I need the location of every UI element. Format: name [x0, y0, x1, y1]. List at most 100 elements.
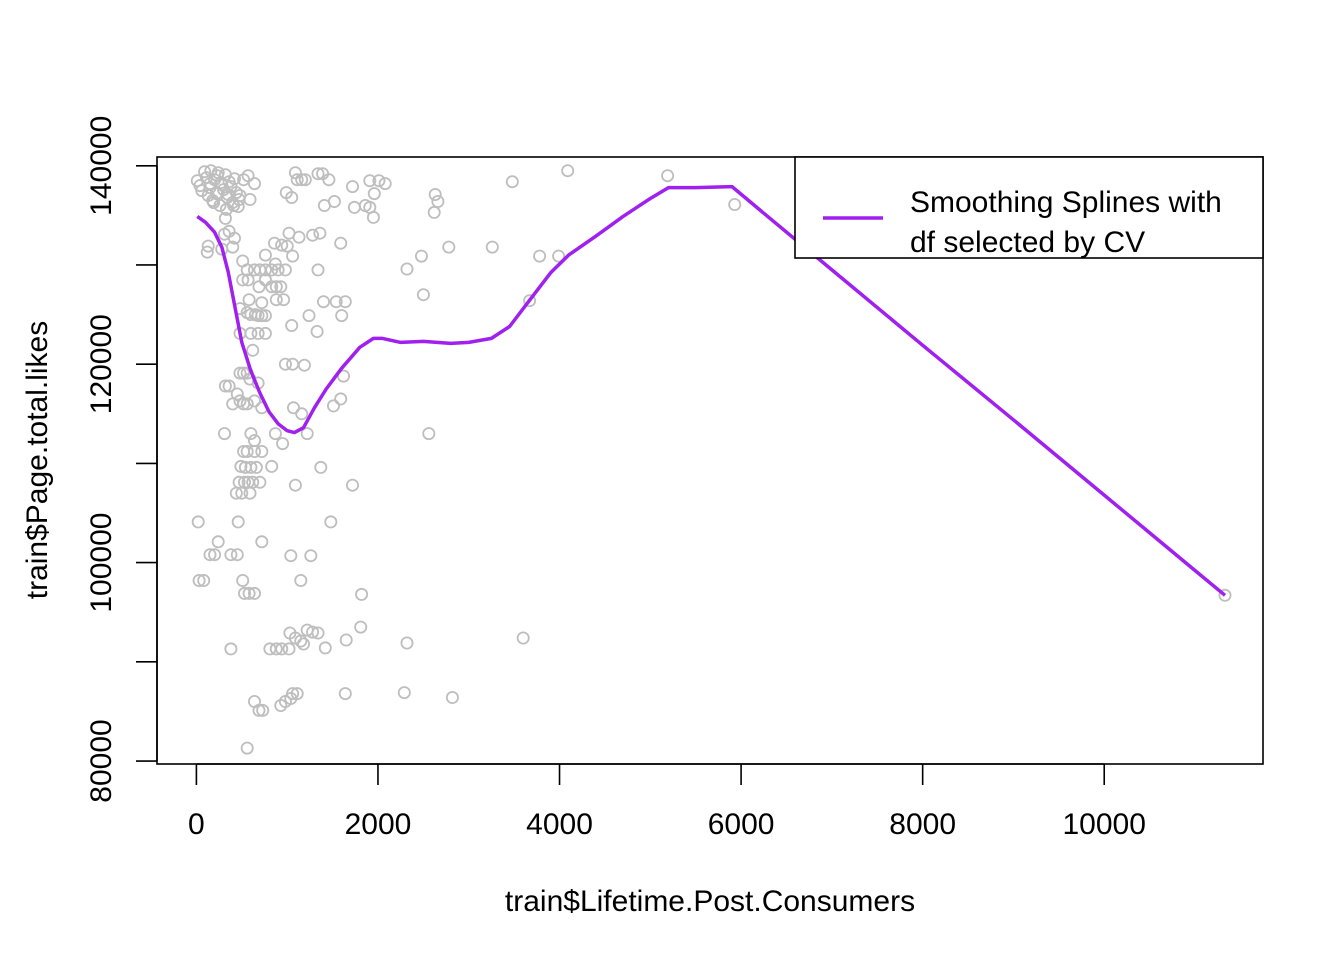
data-point — [207, 195, 221, 209]
data-point — [345, 180, 359, 194]
data-point — [300, 427, 314, 441]
data-point — [217, 427, 231, 441]
data-point — [294, 574, 308, 588]
data-point — [274, 699, 288, 713]
data-point — [367, 187, 381, 201]
data-point — [400, 636, 414, 650]
y-tick-label: 100000 — [85, 513, 118, 613]
data-point — [211, 535, 225, 549]
x-axis-title: train$Lifetime.Post.Consumers — [505, 885, 915, 918]
data-point — [322, 173, 336, 187]
data-point — [445, 691, 459, 705]
data-point — [314, 460, 328, 474]
data-point — [295, 173, 309, 187]
data-point — [201, 239, 215, 253]
data-point — [296, 637, 310, 651]
legend-label-line-2: df selected by CV — [910, 226, 1145, 259]
data-point — [242, 586, 256, 600]
data-point — [397, 686, 411, 700]
data-point — [442, 240, 456, 254]
data-point — [334, 236, 348, 250]
data-point — [422, 427, 436, 441]
legend: Smoothing Splines with df selected by CV — [794, 156, 1264, 259]
data-point — [304, 549, 318, 563]
data-point — [285, 190, 299, 204]
data-point — [203, 181, 217, 195]
data-point — [258, 326, 272, 340]
data-point — [267, 236, 281, 250]
data-point — [329, 295, 343, 309]
y-axis: 80000 100000 120000 140000 — [85, 116, 158, 803]
data-point — [251, 326, 265, 340]
data-point — [295, 407, 309, 421]
data-point — [505, 175, 519, 189]
data-point — [258, 263, 272, 277]
data-point — [265, 459, 279, 473]
data-point — [269, 280, 283, 294]
data-point — [218, 211, 232, 225]
data-point — [278, 263, 292, 277]
data-point — [561, 164, 575, 178]
spline-line-group — [196, 184, 1227, 597]
data-point — [236, 574, 250, 588]
data-point — [400, 262, 414, 276]
data-point — [372, 174, 386, 188]
data-point — [297, 358, 311, 372]
data-point — [516, 631, 530, 645]
data-point — [338, 295, 352, 309]
data-point — [269, 293, 283, 307]
data-point — [192, 574, 206, 588]
data-point — [242, 293, 256, 307]
data-point — [275, 642, 289, 656]
data-point — [237, 586, 251, 600]
data-point — [363, 174, 377, 188]
data-point — [197, 574, 211, 588]
data-point — [203, 548, 217, 562]
data-point — [311, 167, 325, 181]
data-point — [414, 249, 428, 263]
data-point — [243, 486, 257, 500]
y-axis-title: train$Page.total.likes — [21, 321, 54, 600]
data-point — [221, 187, 235, 201]
data-point — [278, 357, 292, 371]
data-point — [345, 478, 359, 492]
data-point — [236, 273, 250, 287]
data-point — [198, 165, 212, 179]
data-point — [258, 248, 272, 262]
data-point — [275, 238, 289, 252]
data-point — [378, 177, 392, 191]
data-point — [292, 230, 306, 244]
data-point — [255, 535, 269, 549]
data-point — [316, 295, 330, 309]
data-point — [416, 288, 430, 302]
data-point — [240, 444, 254, 458]
data-point — [252, 280, 266, 294]
data-point — [229, 486, 243, 500]
data-point — [280, 239, 294, 253]
data-point — [222, 379, 236, 393]
data-point — [240, 741, 254, 755]
data-point — [728, 197, 742, 211]
data-point — [552, 249, 566, 263]
x-tick-label: 4000 — [526, 808, 593, 841]
data-point — [268, 257, 282, 271]
data-point — [249, 460, 263, 474]
data-point — [256, 703, 270, 717]
data-point — [311, 263, 325, 277]
data-point — [247, 177, 261, 191]
data-point — [213, 198, 227, 212]
x-tick-label: 0 — [188, 808, 205, 841]
y-tick-label: 140000 — [85, 116, 118, 216]
data-point — [269, 642, 283, 656]
data-point — [200, 245, 214, 259]
data-point — [485, 240, 499, 254]
data-point — [282, 642, 296, 656]
data-point — [274, 280, 288, 294]
data-point — [366, 210, 380, 224]
x-axis: 0 2000 4000 6000 8000 10000 — [188, 763, 1146, 841]
data-point — [244, 460, 258, 474]
spline-line — [196, 184, 1227, 597]
data-point — [427, 205, 441, 219]
data-point — [268, 427, 282, 441]
data-point — [306, 228, 320, 242]
